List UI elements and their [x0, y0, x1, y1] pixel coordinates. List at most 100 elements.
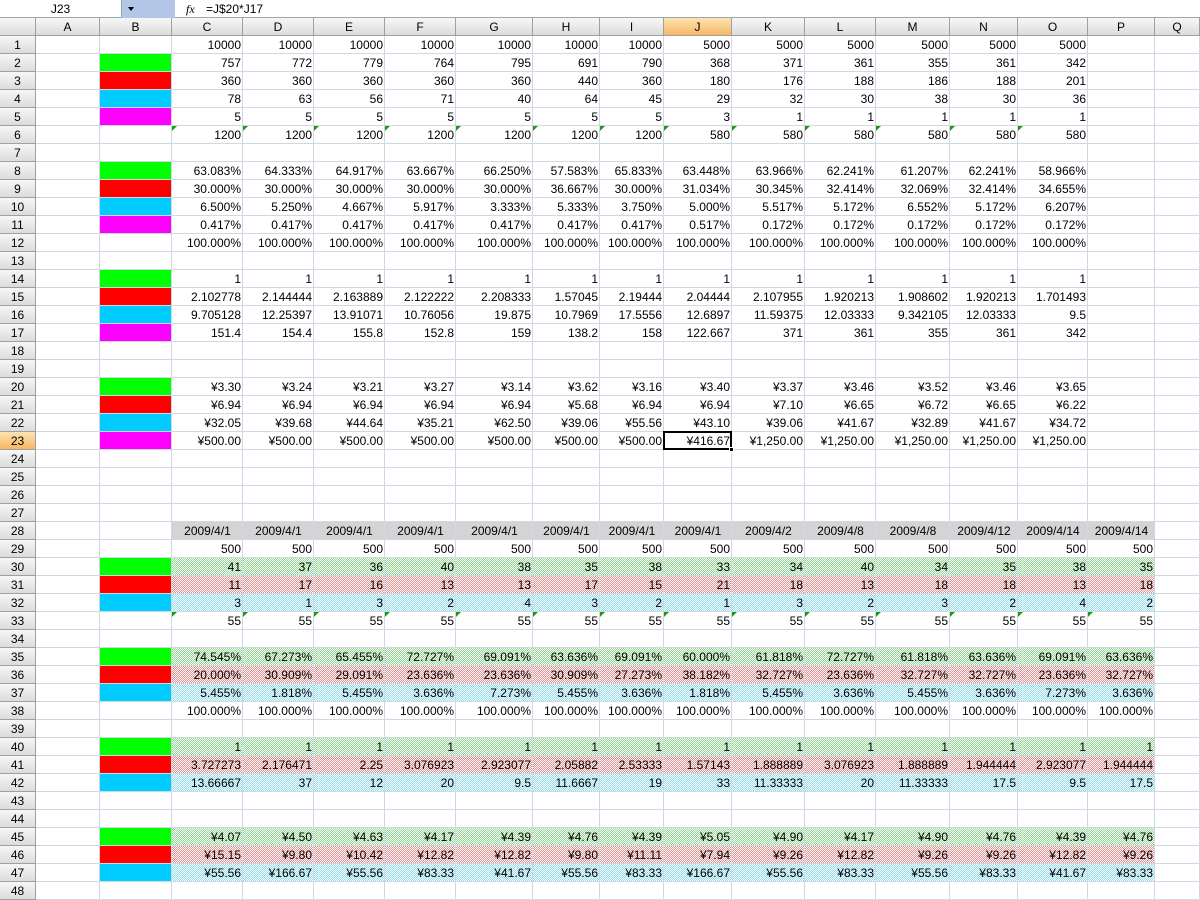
- cell-value[interactable]: ¥44.64: [346, 416, 383, 430]
- cell-value[interactable]: 30.000%: [483, 182, 531, 196]
- cell-value[interactable]: ¥34.72: [1049, 416, 1086, 430]
- row-header[interactable]: 38: [0, 702, 36, 720]
- cell-value[interactable]: 100.000%: [543, 704, 598, 718]
- cell-value[interactable]: ¥1,250.00: [1032, 434, 1086, 448]
- cell-value[interactable]: 1.920213: [823, 290, 874, 304]
- cell-value[interactable]: 17.5556: [618, 308, 662, 322]
- cell-value[interactable]: 9.5: [1069, 776, 1086, 790]
- cell-value[interactable]: ¥55.56: [561, 866, 598, 880]
- cell-value[interactable]: 2009/4/1: [471, 524, 518, 538]
- cell-value[interactable]: 1: [447, 272, 454, 286]
- cell-value[interactable]: ¥55.56: [625, 416, 662, 430]
- cell-value[interactable]: ¥500.00: [197, 434, 241, 448]
- cell-value[interactable]: 100.000%: [1098, 704, 1153, 718]
- cell-value[interactable]: 1: [723, 272, 730, 286]
- row-header[interactable]: 20: [0, 378, 36, 396]
- cell-value[interactable]: 65.455%: [335, 650, 383, 664]
- cell-value[interactable]: ¥39.06: [561, 416, 598, 430]
- cell-value[interactable]: 12.6897: [686, 308, 730, 322]
- cell-value[interactable]: ¥41.67: [979, 416, 1016, 430]
- cell-value[interactable]: 55: [860, 614, 874, 628]
- cell-value[interactable]: 63.083%: [193, 164, 241, 178]
- row-header[interactable]: 18: [0, 342, 36, 360]
- cell-value[interactable]: 69.091%: [614, 650, 662, 664]
- row-header[interactable]: 21: [0, 396, 36, 414]
- cell-value[interactable]: 2.19444: [618, 290, 662, 304]
- row-header[interactable]: 48: [0, 882, 36, 900]
- cell-value[interactable]: 30.909%: [264, 668, 312, 682]
- cell-value[interactable]: 342: [1065, 56, 1086, 70]
- cell-value[interactable]: ¥15.15: [204, 848, 241, 862]
- column-header[interactable]: O: [1018, 18, 1088, 36]
- cell-value[interactable]: ¥9.80: [567, 848, 598, 862]
- cell-value[interactable]: ¥3.16: [631, 380, 662, 394]
- column-header[interactable]: E: [314, 18, 385, 36]
- cell-value[interactable]: 10000: [628, 38, 662, 52]
- cell-value[interactable]: 4.667%: [342, 200, 383, 214]
- cell-value[interactable]: 23.636%: [826, 668, 874, 682]
- cell-value[interactable]: 1: [524, 272, 531, 286]
- column-header[interactable]: C: [172, 18, 243, 36]
- cell-value[interactable]: ¥32.05: [204, 416, 241, 430]
- cell-value[interactable]: 500: [709, 542, 730, 556]
- cell-value[interactable]: ¥55.56: [346, 866, 383, 880]
- row-header[interactable]: 32: [0, 594, 36, 612]
- column-header[interactable]: M: [876, 18, 950, 36]
- cell-value[interactable]: 17: [584, 578, 598, 592]
- cell-value[interactable]: 1: [867, 272, 874, 286]
- cell-value[interactable]: 6.500%: [200, 200, 241, 214]
- cell-value[interactable]: 1.888889: [752, 758, 803, 772]
- cell-value[interactable]: 100.000%: [399, 704, 454, 718]
- column-header[interactable]: J: [664, 18, 732, 36]
- column-header[interactable]: L: [805, 18, 876, 36]
- cell-value[interactable]: 151.4: [210, 326, 241, 340]
- cell-value[interactable]: 1: [1009, 740, 1016, 754]
- row-header[interactable]: 37: [0, 684, 36, 702]
- cell-value[interactable]: 12.25397: [261, 308, 312, 322]
- cell-value[interactable]: 500: [641, 542, 662, 556]
- cell-value[interactable]: 1: [867, 110, 874, 124]
- cell-value[interactable]: 100.000%: [1031, 236, 1086, 250]
- cell-value[interactable]: 772: [291, 56, 312, 70]
- cell-value[interactable]: ¥6.94: [631, 398, 662, 412]
- cell-value[interactable]: 795: [510, 56, 531, 70]
- cell-value[interactable]: ¥35.21: [417, 416, 454, 430]
- cell-value[interactable]: 5.172%: [833, 200, 874, 214]
- cell-value[interactable]: 1: [867, 740, 874, 754]
- cell-value[interactable]: 1200: [214, 128, 241, 142]
- cell-value[interactable]: ¥6.65: [843, 398, 874, 412]
- cell-value[interactable]: 779: [362, 56, 383, 70]
- corner-select-all[interactable]: [0, 18, 36, 36]
- row-header[interactable]: 31: [0, 576, 36, 594]
- cell-value[interactable]: 1: [376, 272, 383, 286]
- cell-value[interactable]: 35: [1139, 560, 1153, 574]
- row-header[interactable]: 41: [0, 756, 36, 774]
- cell-value[interactable]: ¥1,250.00: [894, 434, 948, 448]
- cell-value[interactable]: 3.333%: [490, 200, 531, 214]
- cell-value[interactable]: 13.91071: [332, 308, 383, 322]
- cell-value[interactable]: 500: [995, 542, 1016, 556]
- cell-value[interactable]: 355: [927, 56, 948, 70]
- row-header[interactable]: 36: [0, 666, 36, 684]
- cell-value[interactable]: 10000: [420, 38, 454, 52]
- cell-value[interactable]: 30.000%: [264, 182, 312, 196]
- cell-value[interactable]: 27.273%: [614, 668, 662, 682]
- cell-value[interactable]: 18: [1139, 578, 1153, 592]
- cell-value[interactable]: 691: [577, 56, 598, 70]
- cell-value[interactable]: 38: [517, 560, 531, 574]
- row-header[interactable]: 44: [0, 810, 36, 828]
- cell-value[interactable]: 361: [853, 326, 874, 340]
- cell-value[interactable]: 100.000%: [328, 704, 383, 718]
- fx-icon[interactable]: fx: [186, 2, 195, 16]
- row-header[interactable]: 19: [0, 360, 36, 378]
- cell-value[interactable]: 154.4: [281, 326, 312, 340]
- cell-value[interactable]: 29: [716, 92, 730, 106]
- cell-value[interactable]: 1: [796, 110, 803, 124]
- cell-value[interactable]: 159: [510, 326, 531, 340]
- cell-value[interactable]: 500: [782, 542, 803, 556]
- row-header[interactable]: 22: [0, 414, 36, 432]
- cell-value[interactable]: 155.8: [352, 326, 383, 340]
- cell-value[interactable]: 12.03333: [965, 308, 1016, 322]
- row-header[interactable]: 45: [0, 828, 36, 846]
- cell-value[interactable]: ¥4.50: [281, 830, 312, 844]
